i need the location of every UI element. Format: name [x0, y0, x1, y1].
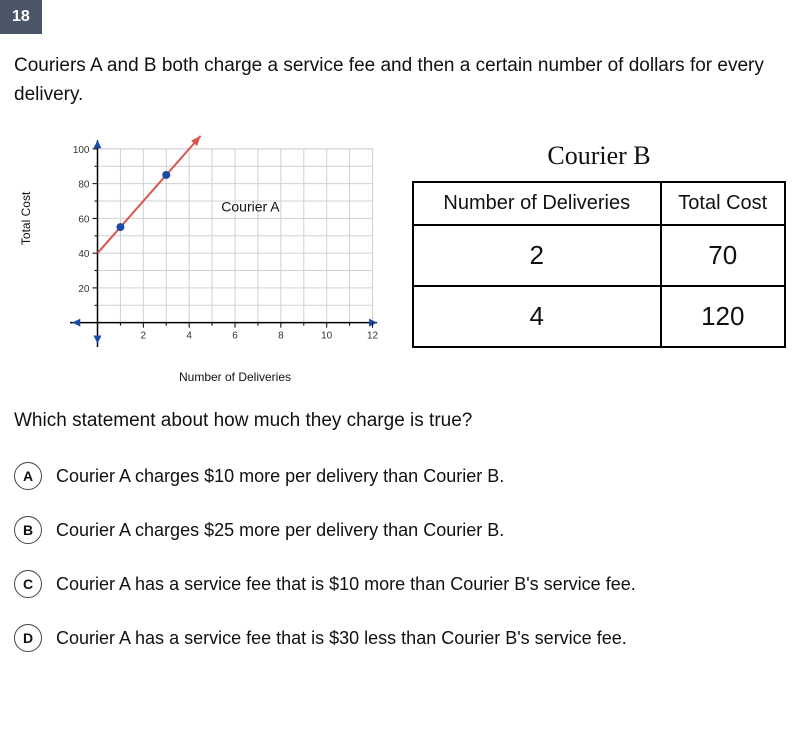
table-cell: 120: [661, 286, 785, 347]
svg-text:40: 40: [78, 249, 90, 260]
svg-text:10: 10: [321, 331, 333, 342]
option-letter: A: [14, 462, 42, 490]
svg-text:12: 12: [367, 331, 379, 342]
svg-text:100: 100: [73, 145, 90, 156]
svg-text:Number of Deliveries: Number of Deliveries: [179, 370, 291, 384]
option-c[interactable]: C Courier A has a service fee that is $1…: [14, 570, 786, 598]
svg-text:4: 4: [186, 331, 192, 342]
svg-text:8: 8: [278, 331, 284, 342]
option-a[interactable]: A Courier A charges $10 more per deliver…: [14, 462, 786, 490]
option-b[interactable]: B Courier A charges $25 more per deliver…: [14, 516, 786, 544]
table-header-deliveries: Number of Deliveries: [413, 182, 661, 225]
option-text: Courier A has a service fee that is $10 …: [56, 574, 636, 595]
table-row: 2 70: [413, 225, 785, 286]
option-d[interactable]: D Courier A has a service fee that is $3…: [14, 624, 786, 652]
question-prompt: Couriers A and B both charge a service f…: [0, 52, 800, 127]
table-cell: 4: [413, 286, 661, 347]
table-title: Courier B: [412, 141, 786, 171]
option-letter: D: [14, 624, 42, 652]
answer-options: A Courier A charges $10 more per deliver…: [0, 462, 800, 698]
svg-text:Courier A: Courier A: [221, 198, 280, 214]
table-row: 4 120: [413, 286, 785, 347]
option-letter: C: [14, 570, 42, 598]
question-number-badge: 18: [0, 0, 42, 34]
svg-text:Total Cost: Total Cost: [19, 191, 33, 245]
courier-b-table: Number of Deliveries Total Cost 2 70 4 1…: [412, 181, 786, 348]
svg-text:2: 2: [141, 331, 147, 342]
option-text: Courier A charges $10 more per delivery …: [56, 466, 504, 487]
courier-a-chart: 2 4 6 8 10 12 20 40 60 80 100 Number of Deliveries T…: [14, 127, 394, 392]
courier-b-panel: Courier B Number of Deliveries Total Cos…: [412, 127, 786, 348]
svg-text:60: 60: [78, 214, 90, 225]
figures-row: 2468101220406080100Number of DeliveriesT…: [0, 127, 800, 392]
table-cell: 70: [661, 225, 785, 286]
option-text: Courier A charges $25 more per delivery …: [56, 520, 504, 541]
option-letter: B: [14, 516, 42, 544]
option-text: Courier A has a service fee that is $30 …: [56, 628, 627, 649]
table-cell: 2: [413, 225, 661, 286]
chart-svg: 2 4 6 8 10 12 20 40 60 80 100 Number of Deliveries T…: [14, 127, 394, 387]
svg-text:80: 80: [78, 180, 90, 191]
sub-question: Which statement about how much they char…: [0, 392, 800, 462]
svg-text:6: 6: [232, 331, 238, 342]
table-header-cost: Total Cost: [661, 182, 785, 225]
svg-text:20: 20: [78, 284, 90, 295]
